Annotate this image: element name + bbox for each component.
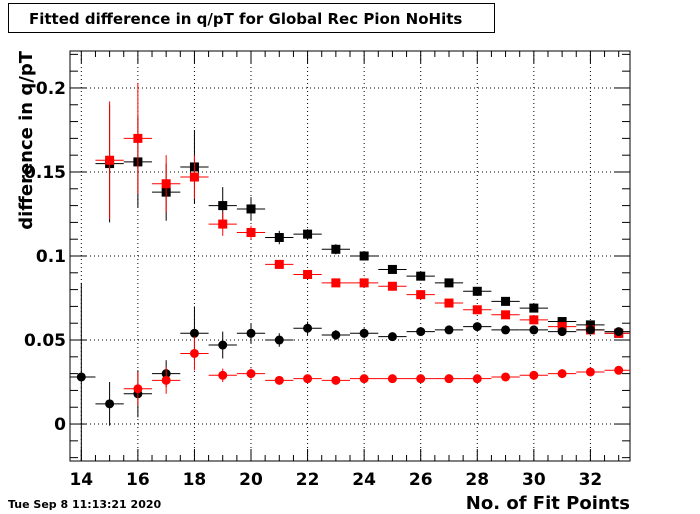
x-tick-label: 16 <box>126 470 150 490</box>
y-tick-label: 0 <box>54 415 66 435</box>
data-point-circle <box>472 322 482 332</box>
data-point-circle <box>161 375 171 385</box>
data-point-circle <box>472 374 482 384</box>
data-point-circle <box>246 369 256 379</box>
data-point-circle <box>331 375 341 385</box>
data-point-circle <box>274 375 284 385</box>
x-tick-label: 32 <box>579 470 603 490</box>
data-point-circle <box>274 335 284 345</box>
data-marks <box>70 82 630 461</box>
chart-title-box: Fitted difference in q/pT for Global Rec… <box>8 3 495 33</box>
data-point-square <box>501 310 511 320</box>
data-point-square <box>331 244 341 254</box>
data-point-square <box>274 259 284 269</box>
data-point-square <box>359 251 369 261</box>
data-point-circle <box>189 348 199 358</box>
data-point-square <box>444 278 454 288</box>
data-point-circle <box>359 374 369 384</box>
data-point-circle <box>105 399 115 409</box>
y-axis-title: difference in q/pT <box>16 50 37 229</box>
data-point-circle <box>387 332 397 342</box>
data-point-square <box>387 281 397 291</box>
series-1 <box>95 82 630 338</box>
x-tick-label: 18 <box>183 470 207 490</box>
data-point-circle <box>133 384 143 394</box>
data-point-circle <box>529 370 539 380</box>
data-point-circle <box>218 370 228 380</box>
y-tick-label: 0.2 <box>36 79 66 99</box>
grid-lines <box>70 51 630 461</box>
data-point-circle <box>585 325 595 335</box>
data-point-circle <box>359 328 369 338</box>
data-point-square <box>359 278 369 288</box>
data-point-square <box>444 298 454 308</box>
data-point-circle <box>218 340 228 350</box>
data-point-square <box>189 172 199 182</box>
data-point-square <box>218 201 228 211</box>
x-tick-label: 24 <box>352 470 376 490</box>
x-tick-label: 14 <box>69 470 93 490</box>
data-point-square <box>557 322 567 332</box>
data-point-circle <box>416 374 426 384</box>
data-point-circle <box>416 327 426 337</box>
x-tick-label: 30 <box>522 470 546 490</box>
timestamp: Tue Sep 8 11:13:21 2020 <box>8 498 162 511</box>
y-tick-label: 0.1 <box>36 247 66 267</box>
data-point-circle <box>189 328 199 338</box>
data-point-circle <box>303 323 313 333</box>
data-point-circle <box>501 372 511 382</box>
data-point-circle <box>331 330 341 340</box>
data-point-square <box>585 320 595 330</box>
data-point-circle <box>529 325 539 335</box>
chart-title: Fitted difference in q/pT for Global Rec… <box>29 10 463 28</box>
data-point-square <box>246 227 256 237</box>
data-point-square <box>133 133 143 143</box>
data-point-circle <box>444 325 454 335</box>
data-point-square <box>218 219 228 229</box>
data-point-square <box>529 303 539 313</box>
data-point-square <box>331 278 341 288</box>
data-point-square <box>416 271 426 281</box>
y-tick-label: 0.05 <box>24 331 66 351</box>
data-point-circle <box>501 325 511 335</box>
data-point-square <box>501 296 511 306</box>
data-point-square <box>529 315 539 325</box>
data-point-circle <box>585 367 595 377</box>
data-point-circle <box>557 369 567 379</box>
data-point-circle <box>614 365 624 375</box>
x-tick-label: 28 <box>465 470 489 490</box>
x-tick-label: 26 <box>409 470 433 490</box>
data-point-square <box>246 204 256 214</box>
data-point-square <box>303 229 313 239</box>
series-3 <box>123 336 630 406</box>
data-point-square <box>557 317 567 327</box>
x-tick-label: 22 <box>296 470 320 490</box>
data-point-square <box>105 155 115 165</box>
data-point-square <box>387 264 397 274</box>
data-point-square <box>472 286 482 296</box>
tick-labels: 14 16 18 20 22 24 26 28 30 32 0 0.05 0.1 0.15 0.2 <box>24 79 602 490</box>
data-point-square <box>303 269 313 279</box>
series-0 <box>95 104 630 338</box>
data-point-square <box>472 305 482 315</box>
data-point-circle <box>614 327 624 337</box>
x-tick-label: 20 <box>239 470 263 490</box>
data-point-square <box>274 233 284 243</box>
data-point-circle <box>557 327 567 337</box>
data-point-circle <box>76 372 86 382</box>
series-2 <box>70 282 630 461</box>
y-tick-label: 0.15 <box>24 163 66 183</box>
data-point-circle <box>246 328 256 338</box>
data-point-circle <box>444 374 454 384</box>
data-point-circle <box>303 374 313 384</box>
data-point-circle <box>387 374 397 384</box>
axis-ticks <box>70 51 630 461</box>
data-point-square <box>161 179 171 189</box>
x-axis-title: No. of Fit Points <box>466 493 630 514</box>
data-point-square <box>416 290 426 300</box>
